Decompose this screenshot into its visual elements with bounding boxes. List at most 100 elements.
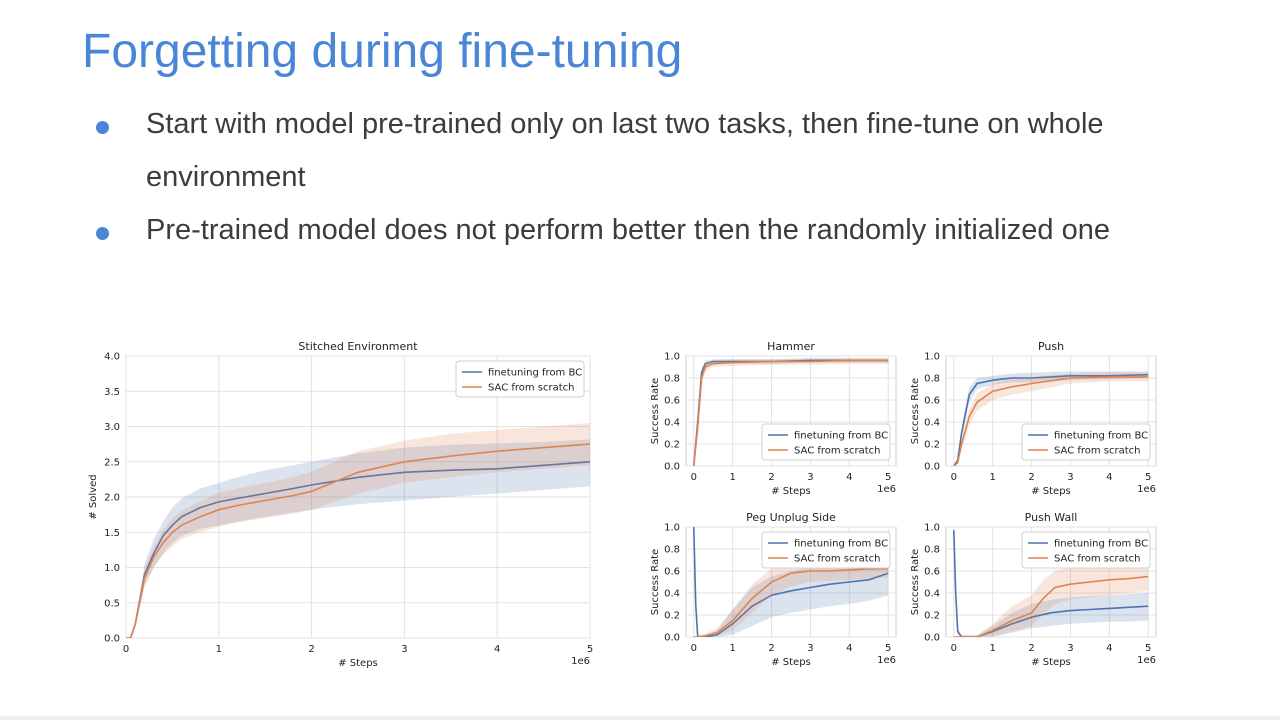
y-tick-label: 0.4 — [924, 418, 940, 429]
legend-box — [761, 531, 891, 569]
x-tick-label: 0 — [691, 472, 697, 483]
series-line — [953, 373, 1149, 466]
y-axis-label: Success Rate — [910, 378, 921, 444]
bullet-dot-icon — [96, 227, 109, 240]
bullet-list: Start with model pre-trained only on las… — [92, 98, 1212, 257]
series-line — [953, 376, 1149, 466]
y-tick-label: 0.0 — [924, 633, 940, 644]
y-tick-label: 2.0 — [104, 493, 120, 504]
series-band — [693, 560, 889, 637]
chart-stitched: 0 1 2 3 4 5 0.0 0.5 1.0 1.5 2.0 2.5 3.0 3.5 4.0 Stitche… — [88, 340, 593, 669]
series-group — [693, 527, 889, 637]
y-axis-label: Success Rate — [910, 549, 921, 615]
chart-peg: 0 1 2 3 4 5 0.0 0.2 0.4 0.6 0.8 1.0 Peg Unplug Side #… — [650, 511, 897, 668]
series-line — [126, 461, 590, 638]
y-tick-label: 0.5 — [104, 598, 120, 609]
series-group — [693, 358, 889, 466]
x-tick-label: 2 — [1028, 643, 1034, 654]
y-tick-label: 0.2 — [924, 440, 940, 451]
series-line — [693, 527, 889, 637]
slide-title: Forgetting during fine-tuning — [82, 25, 683, 78]
y-tick-label: 0.4 — [664, 418, 680, 429]
legend-label: SAC from scratch — [794, 554, 881, 565]
x-tick-label: 0 — [123, 644, 129, 655]
x-axis-label: # Steps — [1031, 486, 1071, 497]
y-tick-label: 0.2 — [924, 611, 940, 622]
series-line — [953, 575, 1149, 637]
x-tick-label: 2 — [768, 643, 774, 654]
y-tick-label: 3.5 — [104, 387, 120, 398]
y-tick-label: 1.0 — [924, 523, 940, 534]
series-group — [126, 423, 590, 638]
series-line — [693, 359, 889, 466]
y-tick-label: 1.0 — [664, 352, 680, 363]
x-axis-label: # Steps — [1031, 657, 1071, 668]
legend: finetuning from BC SAC from scratch — [1021, 423, 1151, 461]
series-band — [953, 372, 1149, 466]
bullet-item: Pre-trained model does not perform bette… — [92, 204, 1212, 257]
y-axis-label: Success Rate — [650, 549, 661, 615]
series-band — [126, 439, 590, 638]
y-tick-label: 1.0 — [664, 523, 680, 534]
x-tick-label: 5 — [885, 472, 891, 483]
bullet-item: Start with model pre-trained only on las… — [92, 98, 1212, 204]
legend: finetuning from BC SAC from scratch — [761, 423, 891, 461]
x-tick-label: 3 — [1067, 472, 1073, 483]
y-tick-label: 0.0 — [664, 462, 680, 473]
x-tick-label: 1 — [989, 643, 995, 654]
chart-title: Push — [1038, 340, 1064, 353]
x-tick-label: 2 — [308, 644, 314, 655]
x-tick-label: 1 — [729, 472, 735, 483]
legend-box — [1021, 531, 1151, 569]
y-axis-label: # Solved — [88, 474, 99, 519]
x-tick-label: 0 — [951, 643, 957, 654]
legend-box — [1021, 423, 1151, 461]
legend: finetuning from BC SAC from scratch — [761, 531, 891, 569]
legend-label: finetuning from BC — [1054, 539, 1148, 550]
y-tick-label: 0.2 — [664, 440, 680, 451]
legend-box — [455, 360, 585, 398]
x-tick-label: 4 — [846, 472, 852, 483]
y-tick-label: 0.8 — [924, 374, 940, 385]
x-tick-label: 4 — [1106, 472, 1112, 483]
y-tick-label: 3.0 — [104, 422, 120, 433]
x-tick-label: 1 — [216, 644, 222, 655]
x-tick-label: 3 — [807, 472, 813, 483]
legend: finetuning from BC SAC from scratch — [455, 360, 585, 398]
y-tick-label: 0.6 — [924, 396, 940, 407]
series-line — [126, 443, 590, 638]
legend: finetuning from BC SAC from scratch — [1021, 531, 1151, 569]
y-tick-label: 0.2 — [664, 611, 680, 622]
series-line — [693, 568, 889, 637]
legend-label: SAC from scratch — [1054, 446, 1141, 457]
slide-bottom-rule — [0, 716, 1280, 720]
series-group — [953, 371, 1149, 466]
legend-label: SAC from scratch — [1054, 554, 1141, 565]
x-tick-label: 0 — [691, 643, 697, 654]
x-tick-label: 0 — [951, 472, 957, 483]
x-tick-label: 4 — [494, 644, 500, 655]
x-tick-label: 3 — [1067, 643, 1073, 654]
bullet-dot-icon — [96, 121, 109, 134]
x-axis-label: # Steps — [771, 486, 811, 497]
x-offset-label: 1e6 — [1137, 484, 1156, 495]
y-tick-label: 0.6 — [664, 396, 680, 407]
legend-label: SAC from scratch — [488, 383, 575, 394]
x-tick-label: 4 — [1106, 643, 1112, 654]
y-tick-label: 0.4 — [924, 589, 940, 600]
y-tick-label: 0.8 — [664, 374, 680, 385]
chart-pushwall: 0 1 2 3 4 5 0.0 0.2 0.4 0.6 0.8 1.0 Push Wall # Steps… — [910, 511, 1157, 668]
legend-label: finetuning from BC — [1054, 431, 1148, 442]
series-group — [953, 530, 1149, 637]
chart-push: 0 1 2 3 4 5 0.0 0.2 0.4 0.6 0.8 1.0 Push # Steps 1e6 Su… — [910, 340, 1157, 497]
bullet-text: Start with model pre-trained only on las… — [146, 108, 1104, 193]
x-tick-label: 5 — [885, 643, 891, 654]
x-offset-label: 1e6 — [571, 656, 590, 667]
y-tick-label: 0.0 — [924, 462, 940, 473]
x-tick-label: 2 — [1028, 472, 1034, 483]
x-tick-label: 3 — [401, 644, 407, 655]
chart-title: Stitched Environment — [298, 340, 418, 353]
y-tick-label: 1.5 — [104, 528, 120, 539]
